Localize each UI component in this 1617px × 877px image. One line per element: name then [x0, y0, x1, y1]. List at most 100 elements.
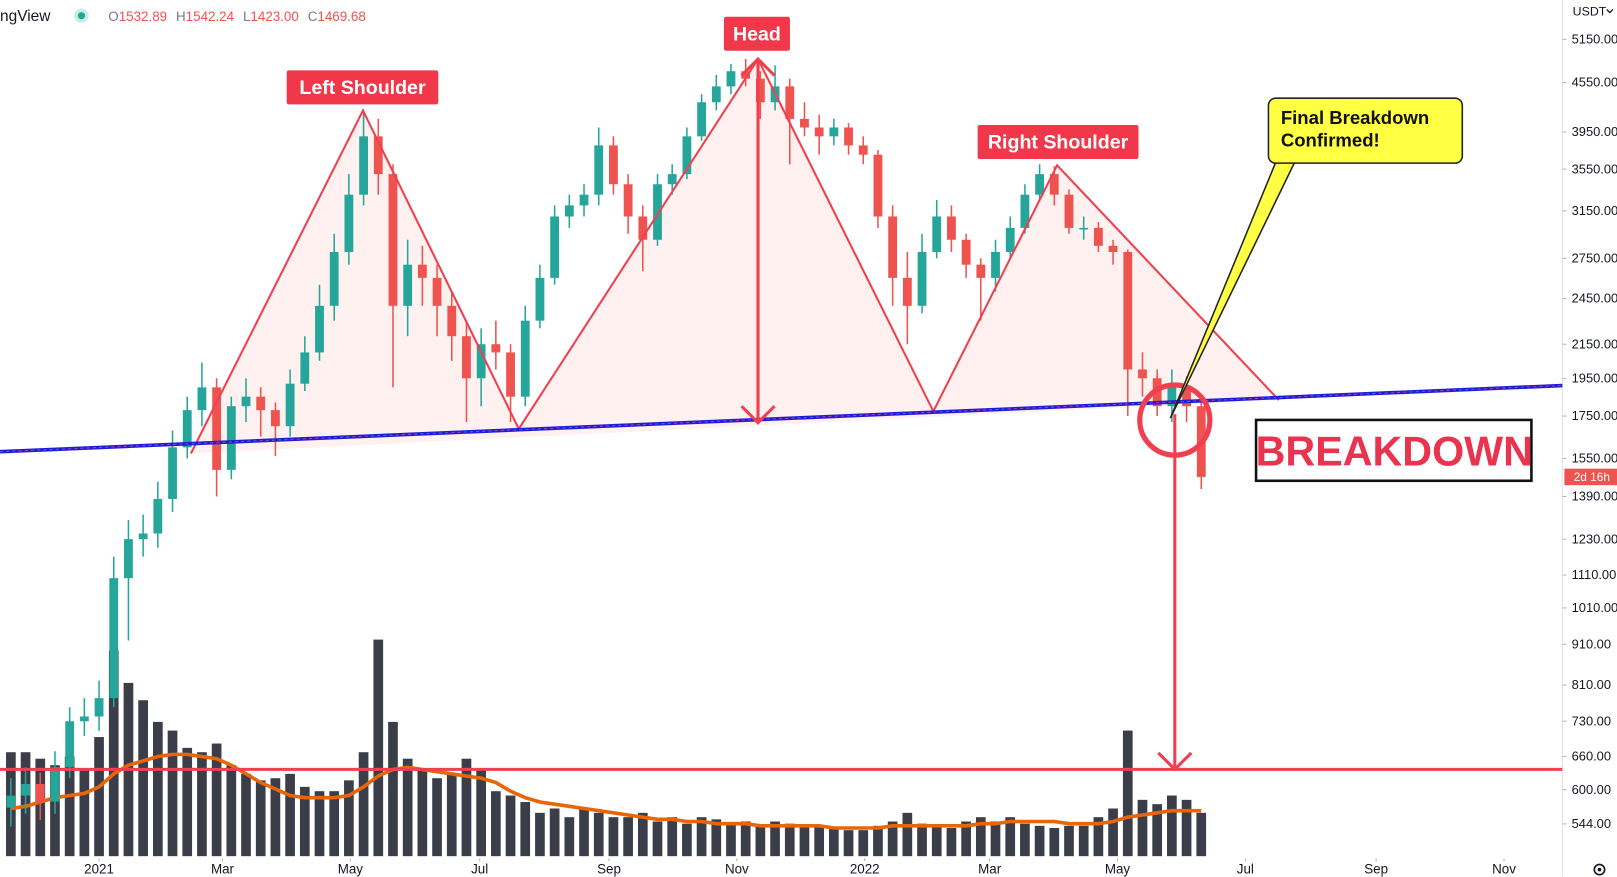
volume-bar [887, 821, 898, 857]
volume-bar [975, 817, 986, 857]
y-tick-label: 730.00 [1572, 713, 1611, 728]
currency-dropdown[interactable] [1606, 9, 1614, 14]
volume-bar [990, 821, 1001, 857]
candle-body [579, 194, 589, 206]
breakdown-text: BREAKDOWN [1256, 428, 1533, 474]
candle-body [1079, 227, 1089, 230]
arrow-head [740, 56, 776, 77]
y-tick-label: 4550.00 [1572, 75, 1617, 90]
y-tick-label: 3150.00 [1572, 203, 1617, 218]
volume-bar [152, 721, 163, 857]
volume-bar [755, 825, 766, 857]
candle-body [1035, 174, 1045, 195]
volume-bar [740, 821, 751, 857]
candle-body [755, 78, 765, 103]
candle-body [961, 239, 971, 265]
candle-body [138, 533, 148, 540]
volume-bar [814, 825, 825, 857]
y-tick-label: 544.00 [1572, 816, 1611, 831]
y-tick-label: 1390.00 [1572, 489, 1617, 504]
volume-bar [285, 773, 295, 857]
ohlc-label: O [108, 9, 118, 24]
candle-body [520, 320, 530, 397]
ohlc-label: C [308, 9, 318, 24]
volume-bar [726, 823, 736, 857]
volume-bar [784, 823, 795, 857]
volume-bar [711, 819, 722, 857]
annotation: Head [733, 23, 781, 45]
candle-body [1064, 194, 1074, 228]
y-tick-label: 1230.00 [1572, 531, 1617, 546]
volume-bar [579, 808, 589, 857]
currency[interactable]: USDT [1573, 5, 1607, 19]
candle-body [168, 447, 177, 499]
candle-body [506, 352, 515, 397]
y-tick-label: 3550.00 [1572, 161, 1617, 176]
candle-body [197, 387, 207, 411]
candle-body [124, 539, 133, 579]
volume-bar [623, 817, 633, 857]
candle-body [50, 767, 60, 802]
countdown: 2d 16h [1574, 470, 1610, 484]
volume-bar [211, 743, 222, 857]
settings-icon[interactable] [1593, 863, 1606, 876]
volume-bar [490, 791, 501, 857]
symbol: ngView [0, 8, 51, 25]
volume-bar [373, 639, 384, 857]
callout-text: Confirmed! [1281, 130, 1380, 151]
volume-bar [432, 778, 442, 857]
candle-body [182, 410, 192, 448]
candle-body [858, 145, 868, 155]
candle-body [373, 136, 383, 175]
candle-body [638, 216, 648, 240]
candle-body [741, 71, 751, 79]
candle-body [491, 344, 501, 353]
callout-box [1267, 97, 1464, 164]
volume-bar [946, 828, 957, 857]
x-tick-label: 2022 [850, 862, 880, 877]
x-tick-label: May [1105, 862, 1131, 877]
candle-body [285, 383, 295, 427]
volume-bar [843, 830, 854, 857]
x-tick-label: May [338, 862, 364, 877]
volume-bar [1137, 799, 1148, 857]
volume-bar [167, 730, 178, 857]
y-tick-label: 1950.00 [1572, 370, 1617, 385]
candle-body [976, 264, 986, 278]
candle-body [932, 216, 942, 253]
volume-bar [446, 773, 457, 857]
volume-bar [79, 769, 90, 857]
ohlc-value: 1542.24 [186, 9, 235, 24]
x-tick-label: Mar [978, 862, 1002, 877]
candle-body [35, 783, 45, 802]
volume-bar [873, 825, 883, 857]
header: ngView O1532.89 H1542.24 L1423.00 C1469.… [0, 8, 366, 25]
candle-body [1005, 227, 1015, 253]
candle-body [6, 795, 16, 808]
volume-bar [1181, 799, 1192, 857]
volume-bar [564, 817, 575, 857]
neckline-dash [0, 385, 1563, 453]
volume-bar [549, 808, 560, 857]
candle-body [697, 102, 707, 137]
candle-body [594, 145, 604, 195]
x-tick-label: Nov [725, 862, 749, 877]
ohlc-value: 1469.68 [317, 9, 365, 24]
volume-bar [961, 821, 971, 857]
volume-bar [505, 795, 516, 857]
candle-body [902, 277, 912, 306]
volume-bar [314, 791, 325, 857]
y-tick-label: 3950.00 [1572, 124, 1617, 139]
volume-bar [829, 828, 839, 857]
volume-bar [1005, 817, 1016, 857]
candle-body [1093, 227, 1103, 246]
candle-body [873, 154, 883, 217]
annotation: Right Shoulder [988, 132, 1129, 154]
candle-body [726, 71, 736, 87]
candle-body [550, 216, 560, 278]
candle-body [667, 174, 677, 185]
volume-bar [476, 769, 487, 857]
candle-body [153, 498, 163, 534]
candle-body [344, 194, 354, 253]
x-tick-label: Sep [1364, 862, 1388, 877]
